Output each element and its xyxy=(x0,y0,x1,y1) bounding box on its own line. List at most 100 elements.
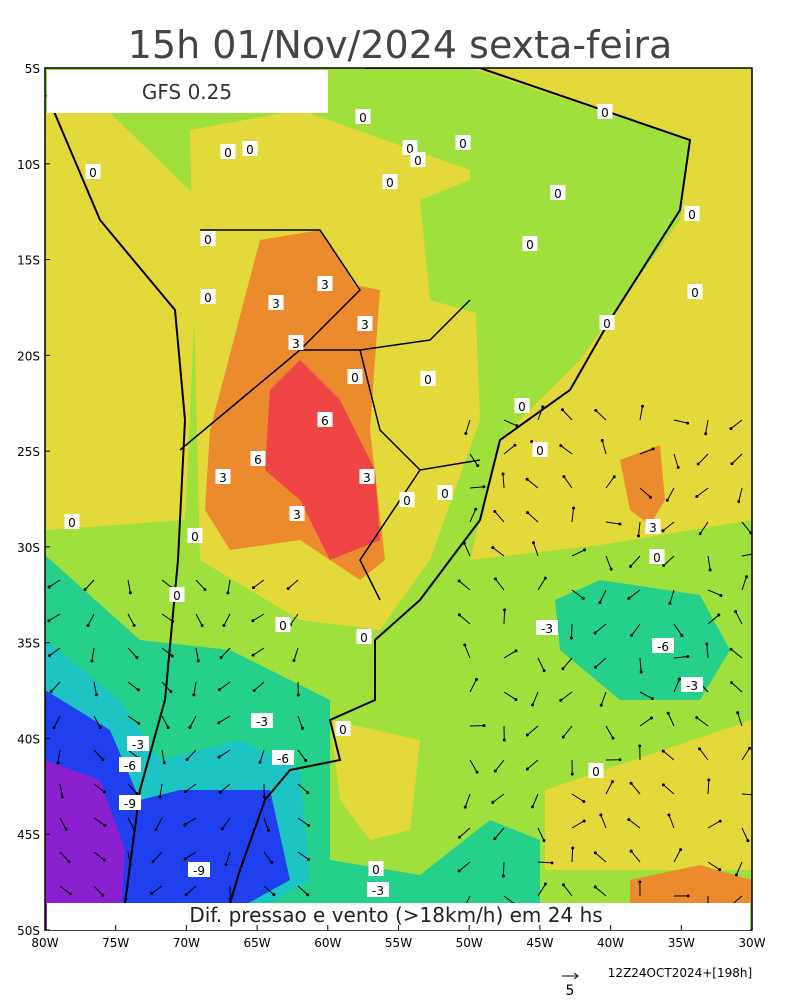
contour-label: 0 xyxy=(441,487,449,501)
wind-arrow-head xyxy=(594,666,597,669)
wind-arrow-head xyxy=(641,405,644,408)
wind-arrow-head xyxy=(57,761,60,764)
lon-label: 40W xyxy=(597,936,624,950)
lat-label: 5S xyxy=(25,62,40,76)
wind-arrow-head xyxy=(222,624,225,627)
lon-label: 70W xyxy=(173,936,200,950)
contour-label: -3 xyxy=(132,738,144,752)
wind-arrow-head xyxy=(640,670,643,673)
wind-arrow-head xyxy=(571,772,574,775)
wind-arrow-head xyxy=(458,836,461,839)
wind-arrow-head xyxy=(630,634,633,637)
wind-arrow-head xyxy=(618,758,621,761)
contour-label: -9 xyxy=(124,797,136,811)
wind-arrow-head xyxy=(133,828,136,831)
wind-arrow xyxy=(572,848,573,862)
wind-arrow-head xyxy=(150,892,153,895)
wind-arrow-head xyxy=(482,485,485,488)
wind-arrow-head xyxy=(734,610,737,613)
wind-arrow-head xyxy=(613,475,616,478)
wind-arrow-head xyxy=(464,432,467,435)
wind-arrow-head xyxy=(754,794,757,797)
wind-arrow-head xyxy=(541,405,544,408)
wind-arrow-head xyxy=(610,568,613,571)
wind-arrow-head xyxy=(582,800,585,803)
contour-label: 0 xyxy=(204,291,212,305)
lon-label: 30W xyxy=(738,936,765,950)
wind-arrow-head xyxy=(137,722,140,725)
model-label: GFS 0.25 xyxy=(142,80,232,104)
wind-arrow-head xyxy=(707,779,710,782)
wind-arrow-head xyxy=(737,500,740,503)
wind-arrow-head xyxy=(678,678,681,681)
lon-label: 50W xyxy=(456,936,483,950)
wind-arrow-head xyxy=(307,824,310,827)
contour-label: 0 xyxy=(592,765,600,779)
wind-arrow-head xyxy=(154,828,157,831)
wind-arrow-head xyxy=(229,897,232,900)
contour-label: 3 xyxy=(649,521,657,535)
contour-label: 0 xyxy=(653,551,661,565)
wind-arrow-head xyxy=(594,851,597,854)
contour-label: 0 xyxy=(339,723,347,737)
wind-arrow-head xyxy=(526,478,529,481)
wind-arrow-head xyxy=(163,761,166,764)
wind-arrow-head xyxy=(103,790,106,793)
wind-arrow-head xyxy=(306,791,309,794)
wind-arrow-head xyxy=(494,577,497,580)
caption: Dif. pressao e vento (>18km/h) em 24 hs xyxy=(189,903,602,927)
wind-arrow-head xyxy=(543,669,546,672)
wind-arrow-head xyxy=(503,738,506,741)
wind-arrow-head xyxy=(48,654,51,657)
wind-arrow-head xyxy=(662,564,665,567)
lon-label: 80W xyxy=(31,936,58,950)
contour-label: 6 xyxy=(254,453,262,467)
wind-arrow-head xyxy=(526,734,529,737)
wind-arrow-head xyxy=(543,839,546,842)
contour-label: -9 xyxy=(193,864,205,878)
wind-arrow-head xyxy=(124,897,127,900)
wind-arrow-head xyxy=(651,697,654,700)
wind-arrow-head xyxy=(594,886,597,889)
wind-arrow-head xyxy=(61,795,64,798)
contour-label: -6 xyxy=(124,759,136,773)
wind-arrow-head xyxy=(287,587,290,590)
wind-arrow-head xyxy=(133,624,136,627)
contour-label: 3 xyxy=(292,337,300,351)
wind-arrow-head xyxy=(69,892,72,895)
contour-label: 0 xyxy=(204,233,212,247)
wind-arrow-head xyxy=(686,655,689,658)
wind-arrow-head xyxy=(221,827,224,830)
contour-label: 0 xyxy=(359,111,367,125)
wind-arrow-head xyxy=(203,588,206,591)
wind-arrow-head xyxy=(464,806,467,809)
wind-arrow-head xyxy=(611,780,614,783)
wind-arrow-head xyxy=(637,534,640,537)
wind-arrow-head xyxy=(67,860,70,863)
wind-arrow-head xyxy=(458,613,461,616)
wind-arrow-head xyxy=(729,427,732,430)
wind-arrow-head xyxy=(48,586,51,589)
wind-arrow-head xyxy=(503,609,506,612)
wind-arrow-head xyxy=(493,510,496,513)
wind-arrow-head xyxy=(562,883,565,886)
wind-arrow-head xyxy=(494,769,497,772)
contour-label: 3 xyxy=(293,508,301,522)
wind-arrow-head xyxy=(513,444,516,447)
wind-arrow-head xyxy=(258,761,261,764)
wind-arrow-head xyxy=(129,591,132,594)
contour-label: 3 xyxy=(321,278,329,292)
wind-arrow-head xyxy=(152,860,155,863)
wind-arrow-head xyxy=(184,790,187,793)
wind-arrow-head xyxy=(531,805,534,808)
wind-arrow-head xyxy=(695,495,698,498)
wind-arrow-head xyxy=(50,690,53,693)
wind-arrow-head xyxy=(218,688,221,691)
wind-arrow-head xyxy=(297,693,300,696)
run-info: 12Z24OCT2024+[198h] xyxy=(608,966,752,980)
wind-arrow-head xyxy=(502,874,505,877)
contour-label: 0 xyxy=(351,371,359,385)
wind-arrow-head xyxy=(183,823,186,826)
wind-arrow-head xyxy=(709,568,712,571)
contour-label: 0 xyxy=(414,154,422,168)
